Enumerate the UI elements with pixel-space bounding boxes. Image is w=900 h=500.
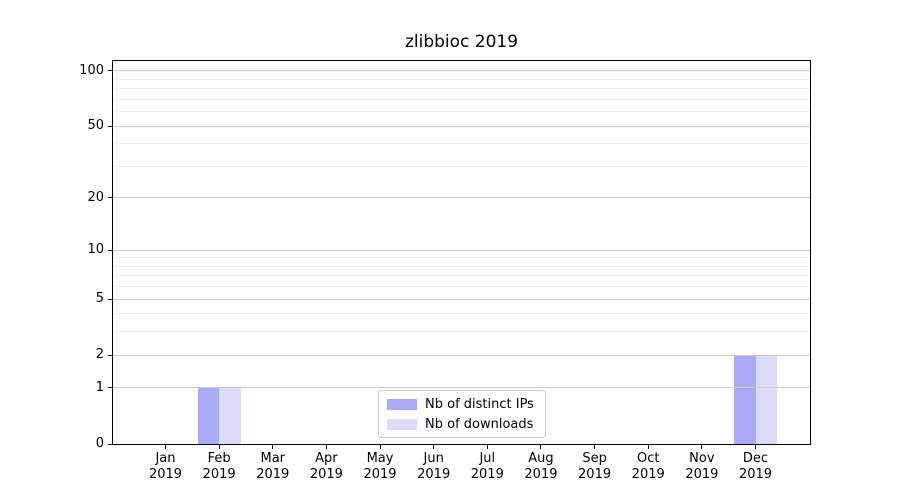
x-tick-month: May (366, 451, 394, 466)
x-axis-tick (379, 445, 381, 449)
y-axis-tick (108, 197, 113, 199)
gridline-minor (113, 286, 810, 288)
gridline-minor (113, 257, 810, 259)
x-tick-year: 2019 (256, 467, 290, 482)
gridline-major (113, 298, 810, 300)
gridline-major (113, 249, 810, 251)
x-tick-label: Dec 2019 (716, 451, 796, 483)
y-axis-tick (108, 70, 113, 72)
x-tick-month: Oct (636, 451, 660, 466)
y-tick-label: 0 (95, 436, 104, 451)
x-tick-label: Apr 2019 (286, 451, 366, 483)
gridline-minor (113, 143, 810, 145)
y-axis-tick (108, 387, 113, 389)
y-tick-label: 20 (87, 189, 104, 205)
x-tick-year: 2019 (417, 467, 451, 482)
x-tick-label: Feb 2019 (179, 451, 259, 483)
gridline-minor (113, 165, 810, 167)
y-axis-tick (108, 354, 113, 356)
bar-downloads (755, 355, 777, 444)
x-tick-year: 2019 (309, 467, 343, 482)
x-tick-year: 2019 (631, 467, 665, 482)
x-tick-month: Jul (479, 451, 496, 466)
x-tick-month: Feb (207, 451, 231, 466)
y-axis-tick (108, 125, 113, 127)
y-tick-label: 1 (95, 379, 104, 395)
x-tick-month: Dec (742, 451, 769, 466)
gridline-major (113, 197, 810, 199)
x-axis-tick (594, 445, 596, 449)
y-tick-label: 2 (95, 347, 104, 363)
x-axis-tick (433, 445, 435, 449)
y-tick-label: 50 (87, 118, 104, 134)
gridline-minor (113, 78, 810, 80)
x-tick-month: Jan (155, 451, 176, 466)
x-tick-label: Nov 2019 (662, 451, 742, 483)
gridline-minor (113, 331, 810, 333)
x-tick-month: Mar (260, 451, 286, 466)
legend-item-distinct-ips: Nb of distinct IPs (385, 394, 539, 414)
x-axis-tick (647, 445, 649, 449)
x-axis-tick (272, 445, 274, 449)
bar-downloads (219, 387, 241, 444)
y-axis-tick (108, 249, 113, 251)
gridline-minor (113, 275, 810, 277)
x-tick-month: Aug (528, 451, 554, 466)
x-tick-year: 2019 (363, 467, 397, 482)
x-tick-label: Aug 2019 (501, 451, 581, 483)
gridline-minor (113, 313, 810, 315)
x-tick-label: Sep 2019 (555, 451, 635, 483)
legend-swatch-distinct-ips (387, 398, 417, 410)
gridline-minor (113, 111, 810, 113)
gridline-minor (113, 265, 810, 267)
legend: Nb of distinct IPs Nb of downloads (378, 390, 546, 438)
x-tick-month: Sep (582, 451, 607, 466)
x-axis-tick (165, 445, 166, 449)
legend-label-downloads: Nb of downloads (425, 416, 534, 432)
x-tick-year: 2019 (738, 467, 773, 482)
x-tick-label: May 2019 (340, 451, 420, 483)
x-tick-year: 2019 (685, 467, 719, 482)
y-axis-tick (108, 443, 113, 445)
x-tick-year: 2019 (578, 467, 612, 482)
x-axis-tick (325, 445, 327, 449)
x-tick-month: Apr (315, 451, 338, 466)
chart-title: zlibbioc 2019 (404, 32, 519, 52)
x-axis-tick (755, 445, 756, 449)
x-tick-label: Mar 2019 (233, 451, 313, 483)
x-tick-label: Oct 2019 (608, 451, 688, 483)
gridline-minor (113, 98, 810, 100)
gridline-major (113, 70, 810, 72)
bar-distinct-ips (734, 355, 756, 444)
x-tick-label: Jun 2019 (394, 451, 474, 483)
x-axis-tick (540, 445, 542, 449)
plot-area (112, 60, 811, 445)
x-axis-tick (218, 445, 220, 449)
x-axis-tick (486, 445, 488, 449)
x-tick-year: 2019 (202, 467, 236, 482)
x-tick-year: 2019 (524, 467, 558, 482)
x-tick-year: 2019 (470, 467, 504, 482)
bar-distinct-ips (197, 387, 220, 444)
x-tick-label: Jan 2019 (126, 451, 206, 483)
x-axis-tick (701, 445, 703, 449)
gridline-major (113, 125, 810, 127)
y-tick-label: 100 (79, 62, 104, 78)
x-tick-year: 2019 (148, 467, 183, 482)
legend-swatch-downloads (387, 418, 417, 430)
x-tick-month: Nov (689, 451, 715, 466)
y-tick-label: 5 (95, 291, 104, 307)
legend-label-distinct-ips: Nb of distinct IPs (425, 396, 534, 412)
x-tick-month: Jun (423, 451, 444, 466)
gridline-major (113, 354, 810, 356)
y-tick-label: 10 (87, 242, 104, 258)
x-tick-label: Jul 2019 (447, 451, 527, 483)
y-axis-tick (108, 298, 113, 300)
gridline-minor (113, 88, 810, 90)
legend-item-downloads: Nb of downloads (385, 414, 539, 434)
